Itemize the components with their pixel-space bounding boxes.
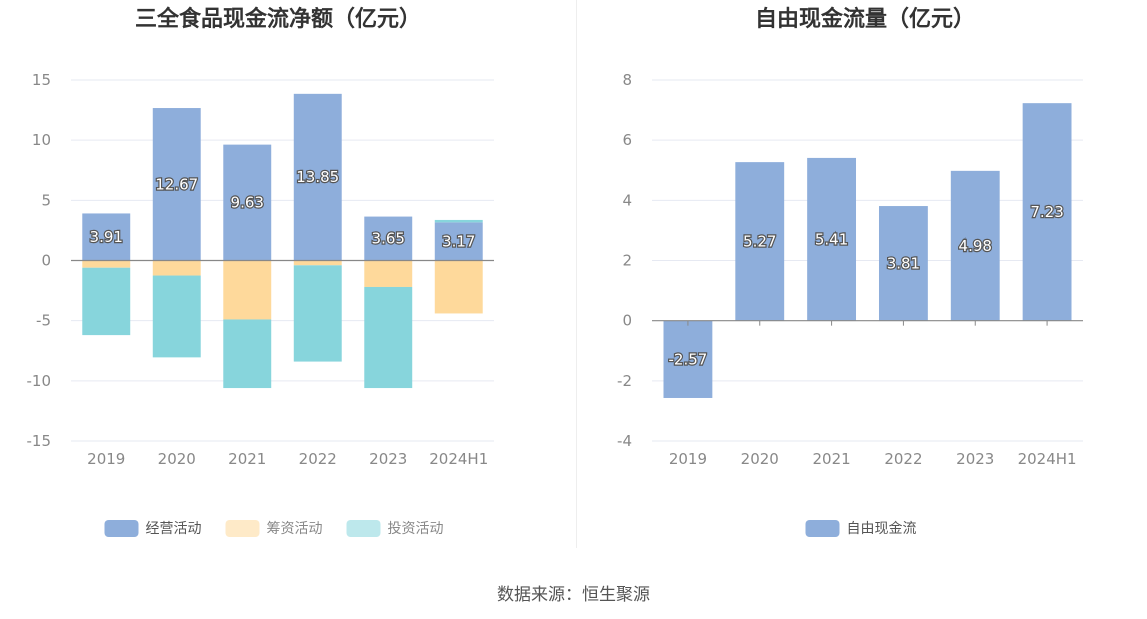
legend-label: 投资活动 (388, 521, 444, 537)
value-label-2023: 4.98 (959, 237, 992, 255)
y-tick-label: 10 (32, 131, 51, 149)
value-label-2020: 5.27 (743, 232, 776, 250)
y-tick-label: 15 (32, 71, 51, 89)
bar-2020-s0 (735, 162, 785, 321)
bar-2021-s0 (223, 144, 272, 261)
bar-2024H1-s0 (434, 222, 483, 261)
legend-label: 自由现金流 (847, 521, 917, 537)
legend-label: 经营活动 (146, 521, 202, 537)
y-tick-label: -4 (617, 432, 632, 450)
value-label-2019: 3.91 (90, 228, 123, 246)
source-note: 数据来源：恒生聚源 (497, 585, 650, 605)
value-label-2021: 5.41 (815, 230, 848, 248)
y-tick-label: -10 (27, 372, 52, 390)
x-tick-label: 2023 (369, 450, 407, 468)
y-tick-label: -15 (27, 432, 52, 450)
chart-title: 三全食品现金流净额（亿元） (135, 6, 421, 32)
y-tick-label: -2 (617, 372, 632, 390)
bar-2021-s0 (807, 157, 857, 321)
bar-2021-s1 (223, 260, 272, 320)
x-tick-label: 2022 (299, 450, 337, 468)
legend-swatch (104, 520, 139, 537)
x-tick-label: 2024H1 (429, 450, 488, 468)
bar-2022-s2 (293, 265, 342, 362)
y-tick-label: 0 (622, 312, 632, 330)
bar-2024H1-s1 (434, 260, 483, 314)
chart-divider (576, 0, 577, 548)
value-label-2024H1: 7.23 (1030, 203, 1063, 221)
y-tick-label: 4 (622, 191, 632, 209)
x-tick-label: 2022 (884, 450, 922, 468)
y-tick-label: 6 (622, 131, 632, 149)
free-cash-flow-chart: 自由现金流量（亿元） 8 6 4 2 0 -2 -4 2019 2020 2021 2022 2023 2… (617, 6, 1083, 537)
bar-2021-s2 (223, 319, 272, 389)
x-tick-label: 2020 (741, 450, 779, 468)
bar-2023-s1 (364, 260, 413, 287)
chart-title: 自由现金流量（亿元） (755, 6, 975, 32)
legend-swatch (346, 520, 381, 537)
bar-2024H1-s2 (434, 219, 483, 223)
legend-swatch (225, 520, 260, 537)
value-label-2022: 3.81 (887, 254, 920, 272)
x-tick-label: 2020 (158, 450, 196, 468)
x-tick-label: 2021 (228, 450, 266, 468)
legend-swatch (805, 520, 840, 537)
y-tick-label: 5 (41, 191, 51, 209)
cash-flow-chart: 三全食品现金流净额（亿元） 15 10 5 0 -5 -10 -15 2019 2020 2021 2… (27, 6, 494, 537)
x-tick-label: 2023 (956, 450, 994, 468)
value-label-2023: 3.65 (372, 230, 405, 248)
bar-2019-s2 (82, 267, 131, 336)
bar-2022-s0 (878, 206, 928, 321)
bar-2019-s1 (82, 260, 131, 268)
bar-2019-s0 (82, 213, 131, 261)
x-tick-label: 2019 (87, 450, 125, 468)
value-label-2022: 13.85 (296, 168, 339, 186)
x-tick-label: 2019 (669, 450, 707, 468)
bar-2024H1-s0 (1022, 103, 1072, 321)
x-tick-label: 2021 (812, 450, 850, 468)
bar-2019-s0 (663, 320, 713, 398)
bar-2023-s0 (364, 216, 413, 261)
bar-2023-s2 (364, 286, 413, 389)
bar-2020-s1 (152, 260, 201, 276)
y-tick-label: 8 (622, 71, 632, 89)
bar-2022-s1 (293, 260, 342, 266)
value-label-2024H1: 3.17 (442, 232, 475, 250)
bar-2020-s0 (152, 108, 201, 261)
bar-2023-s0 (950, 170, 1000, 321)
bar-2022-s0 (293, 93, 342, 261)
x-tick-label: 2024H1 (1018, 450, 1077, 468)
value-label-2020: 12.67 (155, 175, 198, 193)
bar-2020-s2 (152, 275, 201, 358)
y-tick-label: -5 (36, 312, 51, 330)
y-tick-label: 0 (41, 252, 51, 270)
value-label-2021: 9.63 (231, 194, 264, 212)
value-label-2019: -2.57 (669, 350, 708, 368)
y-tick-label: 2 (622, 252, 632, 270)
legend-label: 筹资活动 (267, 520, 323, 537)
